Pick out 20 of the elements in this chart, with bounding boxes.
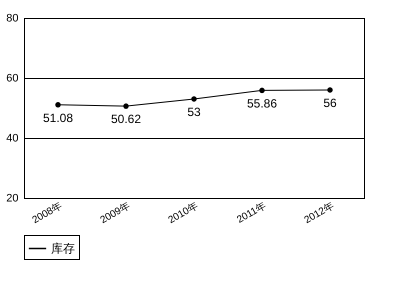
point xyxy=(327,87,333,93)
x-tick-label: 2009年 xyxy=(98,200,132,226)
x-tick-label: 2010年 xyxy=(166,200,200,226)
y-tick-label: 60 xyxy=(6,72,18,84)
point xyxy=(123,103,129,109)
data-label: 51.08 xyxy=(42,110,74,125)
x-tick-label: 2011年 xyxy=(234,200,268,226)
point xyxy=(191,96,197,102)
y-tick-label: 80 xyxy=(6,12,18,24)
x-tick-label: 2012年 xyxy=(302,200,336,226)
legend-label: 库存 xyxy=(51,242,75,256)
y-tick-label: 40 xyxy=(6,132,18,144)
point xyxy=(55,102,61,108)
point xyxy=(259,88,265,94)
y-tick-label: 20 xyxy=(6,192,18,204)
data-label: 56 xyxy=(323,96,337,110)
data-label: 50.62 xyxy=(110,112,142,126)
data-label: 53 xyxy=(187,105,201,119)
x-tick-label: 2008年 xyxy=(30,200,64,226)
data-label: 55.86 xyxy=(246,96,278,110)
